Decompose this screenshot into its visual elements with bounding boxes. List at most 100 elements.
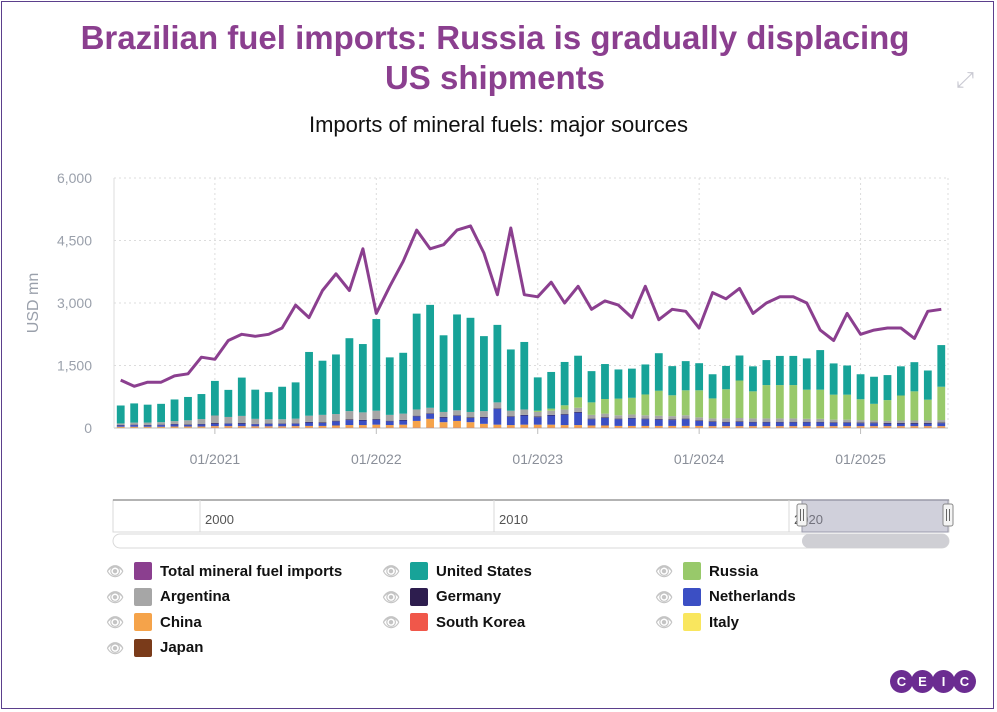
bar-united-states	[829, 363, 838, 395]
eye-icon[interactable]: 👁	[655, 614, 673, 630]
bar-china	[184, 426, 192, 428]
bar-united-states	[439, 335, 448, 412]
legend-swatch	[683, 562, 701, 580]
bar-germany	[708, 421, 717, 422]
bar-germany	[641, 418, 650, 420]
legend-swatch	[134, 587, 152, 606]
bar-netherlands	[614, 419, 623, 426]
bar-united-states	[654, 353, 663, 391]
scrollbar-thumb[interactable]	[802, 534, 949, 548]
legend-item[interactable]: 👁 Japan	[106, 637, 203, 659]
legend-item[interactable]: 👁 Total mineral fuel imports	[106, 560, 342, 582]
y-tick-label: 0	[84, 420, 92, 436]
legend-item[interactable]: 👁 United States	[382, 560, 532, 582]
bar-netherlands	[829, 422, 838, 427]
bar-argentina	[547, 410, 556, 415]
y-tick-label: 4,500	[57, 233, 92, 249]
bar-netherlands	[466, 418, 475, 423]
bar-argentina	[829, 419, 838, 423]
bar-germany	[533, 416, 542, 418]
bar-china	[923, 426, 932, 428]
legend-label: Italy	[709, 613, 740, 631]
legend-item[interactable]: 👁 Netherlands	[655, 586, 796, 608]
bar-china	[870, 426, 878, 428]
bar-netherlands	[399, 420, 408, 425]
bar-germany	[426, 413, 435, 414]
legend-item[interactable]: 👁 Argentina	[106, 586, 230, 608]
bar-netherlands	[937, 423, 946, 427]
bar-germany	[480, 416, 488, 418]
eye-icon[interactable]: 👁	[106, 588, 124, 605]
bar-germany	[789, 421, 798, 423]
bar-united-states	[883, 375, 892, 401]
bar-russia	[614, 398, 623, 416]
legend-item[interactable]: 👁 Russia	[655, 560, 758, 582]
eye-icon[interactable]: 👁	[382, 614, 400, 630]
bar-argentina	[775, 418, 784, 422]
eye-icon[interactable]: 👁	[106, 639, 124, 656]
eye-icon[interactable]: 👁	[106, 563, 124, 579]
bar-united-states	[520, 341, 529, 410]
bar-china	[116, 426, 125, 428]
bar-united-states	[170, 399, 179, 422]
legend-item[interactable]: 👁 South Korea	[382, 611, 525, 633]
bar-russia	[533, 410, 542, 412]
bar-argentina	[802, 418, 811, 422]
legend-swatch	[683, 587, 701, 606]
bar-germany	[358, 419, 367, 421]
bar-russia	[668, 395, 677, 417]
eye-icon[interactable]: 👁	[655, 588, 673, 605]
bar-united-states	[143, 404, 152, 423]
y-tick-label: 6,000	[57, 170, 92, 186]
bar-netherlands	[412, 416, 421, 421]
bar-germany	[816, 421, 825, 423]
bar-argentina	[210, 415, 219, 423]
eye-icon[interactable]: 👁	[655, 563, 673, 579]
bar-united-states	[560, 361, 569, 406]
legend-item[interactable]: 👁 Italy	[655, 611, 739, 633]
bar-argentina	[372, 410, 381, 420]
eye-icon[interactable]: 👁	[382, 563, 400, 579]
bar-argentina	[251, 418, 260, 424]
bar-russia	[897, 395, 905, 421]
bar-germany	[870, 422, 878, 424]
eye-icon[interactable]: 👁	[382, 588, 400, 605]
bar-china	[614, 425, 623, 428]
bar-russia	[654, 390, 663, 416]
bar-united-states	[910, 362, 919, 392]
bar-argentina	[560, 409, 569, 415]
bar-netherlands	[816, 422, 825, 427]
bar-russia	[870, 403, 878, 421]
bar-united-states	[372, 319, 381, 411]
bar-united-states	[399, 352, 408, 414]
navigator-handle-left[interactable]	[796, 503, 808, 527]
bar-china	[574, 425, 582, 428]
bar-netherlands	[601, 418, 609, 426]
bar-united-states	[533, 377, 542, 411]
bar-united-states	[843, 365, 852, 395]
bar-netherlands	[210, 423, 219, 427]
bar-china	[856, 426, 865, 428]
bar-united-states	[116, 405, 125, 424]
bar-argentina	[412, 409, 421, 416]
eye-icon[interactable]: 👁	[106, 614, 124, 630]
bar-germany	[749, 421, 757, 423]
legend-item[interactable]: 👁 China	[106, 611, 202, 633]
bar-china	[843, 426, 852, 428]
bar-netherlands	[480, 417, 488, 424]
bar-netherlands	[722, 422, 730, 427]
bar-netherlands	[372, 419, 381, 425]
bar-argentina	[224, 416, 233, 424]
bar-netherlands	[775, 422, 784, 427]
bar-germany	[910, 423, 919, 424]
expand-icon[interactable]: ⤢	[956, 67, 974, 92]
bar-germany	[237, 423, 246, 424]
navigator-selection[interactable]	[801, 499, 949, 533]
bar-netherlands	[264, 423, 273, 427]
bar-germany	[547, 414, 556, 416]
bar-argentina	[237, 415, 246, 423]
bar-china	[399, 424, 408, 428]
navigator-handle-right[interactable]	[942, 503, 954, 527]
legend-item[interactable]: 👁 Germany	[382, 586, 501, 608]
bar-argentina	[883, 420, 892, 423]
